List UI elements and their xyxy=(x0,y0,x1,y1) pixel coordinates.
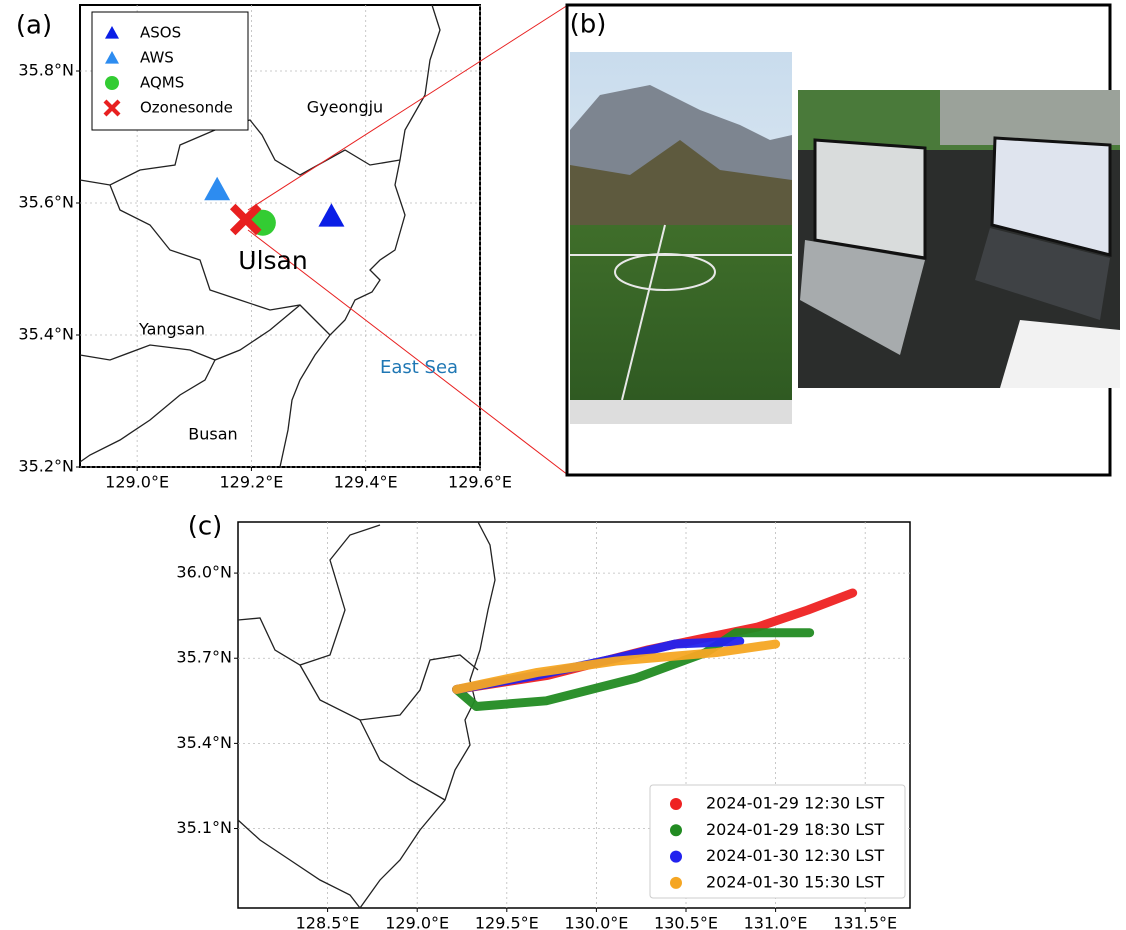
legend-label: ASOS xyxy=(140,24,181,42)
place-label: Yangsan xyxy=(138,320,205,339)
page: (a) Gyeongju Ulsan Yangsan Busan East Se… xyxy=(0,0,1126,930)
panel-label: (b) xyxy=(570,10,607,40)
x-tick-label: 130.5°E xyxy=(654,914,718,930)
x-tick-label: 128.5°E xyxy=(296,914,360,930)
legend-label: 2024-01-29 18:30 LST xyxy=(706,820,884,839)
y-tick-label: 35.6°N xyxy=(18,193,74,212)
x-tick-label: 130.0°E xyxy=(564,914,628,930)
legend-marker xyxy=(670,877,682,889)
x-tick-label: 131.5°E xyxy=(833,914,897,930)
legend-label: 2024-01-30 15:30 LST xyxy=(706,872,884,891)
legend-label: 2024-01-29 12:30 LST xyxy=(706,794,884,813)
place-label: Ulsan xyxy=(238,246,307,275)
x-tick-label: 129.5°E xyxy=(475,914,539,930)
y-tick-label: 35.8°N xyxy=(18,61,74,80)
legend-label: 2024-01-30 12:30 LST xyxy=(706,846,884,865)
y-tick-label: 35.2°N xyxy=(18,457,74,476)
legend-label: AWS xyxy=(140,49,174,67)
place-label: East Sea xyxy=(380,357,458,378)
panel-label: (c) xyxy=(188,512,223,542)
legend-marker xyxy=(670,798,682,810)
photo-field xyxy=(570,52,792,424)
x-tick-label: 129.2°E xyxy=(219,473,283,492)
legend-label: Ozonesonde xyxy=(140,99,233,117)
y-tick-label: 35.4°N xyxy=(18,325,74,344)
panel-label: (a) xyxy=(16,11,52,41)
y-tick-label: 35.4°N xyxy=(176,733,232,752)
figure: (a) Gyeongju Ulsan Yangsan Busan East Se… xyxy=(0,0,1126,930)
legend-label: AQMS xyxy=(140,74,184,92)
x-tick-label: 129.0°E xyxy=(385,914,449,930)
legend-marker xyxy=(105,76,119,90)
legend-marker xyxy=(670,824,682,836)
legend-marker xyxy=(670,851,682,863)
place-label: Busan xyxy=(188,425,237,444)
y-tick-label: 35.1°N xyxy=(176,818,232,837)
photo-laptops xyxy=(798,90,1120,388)
y-tick-label: 35.7°N xyxy=(176,648,232,667)
x-tick-label: 129.6°E xyxy=(448,473,512,492)
x-tick-label: 131.0°E xyxy=(744,914,808,930)
y-tick-label: 36.0°N xyxy=(176,563,232,582)
place-label: Gyeongju xyxy=(307,98,383,117)
x-tick-label: 129.0°E xyxy=(105,473,169,492)
x-tick-label: 129.4°E xyxy=(334,473,398,492)
